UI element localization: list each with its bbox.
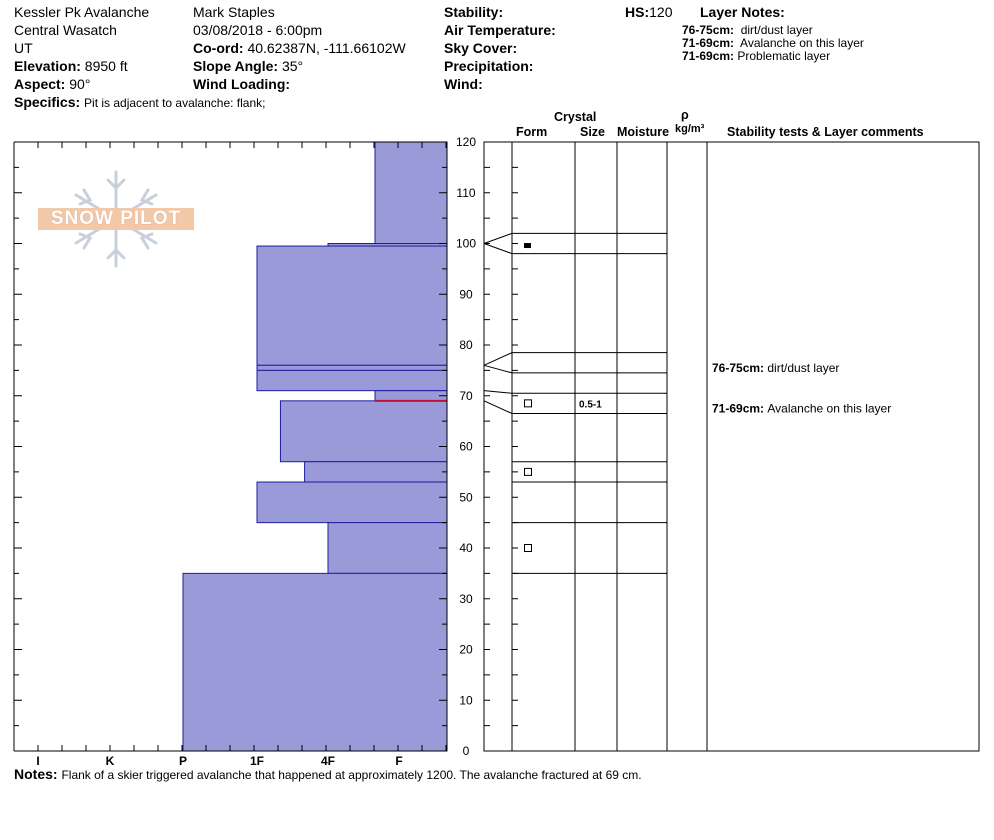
density-unit: kg/m³ <box>675 123 705 135</box>
crystal-form-icon <box>524 544 532 552</box>
elevation: Elevation: 8950 ft <box>14 58 128 74</box>
crystal-header: Crystal <box>554 110 597 124</box>
state: UT <box>14 40 33 56</box>
specifics: Specifics: Pit is adjacent to avalanche:… <box>14 94 266 110</box>
location: Kessler Pk Avalanche <box>14 4 150 20</box>
y-tick-label: 20 <box>459 643 473 657</box>
crystal-form-icon <box>524 243 531 249</box>
y-tick-label: 0 <box>463 744 470 758</box>
hardness-bar <box>374 390 448 402</box>
layer-note: 76-75cm: dirt/dust layer <box>682 23 813 37</box>
boundary-connector <box>483 352 513 366</box>
crystal-form-icon <box>524 399 532 408</box>
moisture-header: Moisture <box>617 125 670 139</box>
air-temperature: Air Temperature: <box>444 22 556 38</box>
boundary-connector <box>483 390 513 394</box>
observer: Mark Staples <box>193 4 275 20</box>
y-tick-label: 10 <box>459 693 473 707</box>
snowpilot-logo-text: SNOW PILOT <box>38 208 194 230</box>
hardness-bar <box>182 572 448 752</box>
notes: Notes: Flank of a skier triggered avalan… <box>14 766 642 782</box>
layer-comment: 76-75cm: dirt/dust layer <box>712 361 839 375</box>
range: Central Wasatch <box>14 22 117 38</box>
slope-angle: Slope Angle: 35° <box>193 58 304 74</box>
y-tick-label: 40 <box>459 541 473 555</box>
layer-note: 71-69cm: Avalanche on this layer <box>682 36 864 50</box>
hardness-bar <box>256 481 448 524</box>
crystal-form-icon <box>524 467 532 476</box>
y-tick-label: 50 <box>459 490 473 504</box>
y-tick-label: 80 <box>459 338 473 352</box>
hardness-bar <box>279 400 448 463</box>
form-header: Form <box>516 125 548 139</box>
boundary-connector <box>483 243 513 255</box>
hardness-bar <box>327 522 448 574</box>
y-tick-label: 100 <box>456 237 476 251</box>
y-tick-label: 90 <box>459 287 473 301</box>
x-tick-label: 4F <box>321 754 335 768</box>
precipitation: Precipitation: <box>444 58 534 74</box>
stratigraphy-frame <box>483 141 980 752</box>
x-tick-label: K <box>106 754 115 768</box>
stability: Stability: <box>444 4 504 20</box>
comments-header: Stability tests & Layer comments <box>727 125 924 139</box>
x-tick-label: F <box>395 754 402 768</box>
size-header: Size <box>580 125 606 139</box>
y-tick-label: 120 <box>456 135 476 149</box>
hardness-bar <box>256 364 448 371</box>
wind: Wind: <box>444 76 483 92</box>
hardness-bar <box>374 141 448 244</box>
boundary-connector <box>483 232 513 244</box>
boundary-connector <box>483 364 513 374</box>
hardness-bar <box>256 369 448 392</box>
coord: Co-ord: 40.62387N, -111.66102W <box>193 40 406 56</box>
wind-loading: Wind Loading: <box>193 76 291 92</box>
x-tick-label: P <box>179 754 187 768</box>
aspect: Aspect: 90° <box>14 76 91 92</box>
y-tick-label: 110 <box>456 186 475 200</box>
y-tick-label: 30 <box>459 592 473 606</box>
sky-cover: Sky Cover: <box>444 40 518 56</box>
x-tick-label: 1F <box>250 754 264 768</box>
hs: HS:120 <box>625 4 673 20</box>
layer-comment: 71-69cm: Avalanche on this layer <box>712 401 891 415</box>
layer-note: 71-69cm: Problematic layer <box>682 49 831 63</box>
snowpilot-logo: SNOW PILOT <box>38 170 198 270</box>
y-tick-label: 70 <box>459 389 473 403</box>
boundary-connector <box>483 400 513 414</box>
crystal-size: 0.5-1 <box>579 399 602 410</box>
datetime: 03/08/2018 - 6:00pm <box>193 22 323 38</box>
hardness-bar <box>304 461 448 483</box>
y-tick-label: 60 <box>459 440 473 454</box>
x-tick-label: I <box>36 754 39 768</box>
hardness-bar <box>256 245 448 366</box>
layer-notes-title: Layer Notes: <box>700 4 785 20</box>
density-symbol: ρ <box>681 108 689 122</box>
